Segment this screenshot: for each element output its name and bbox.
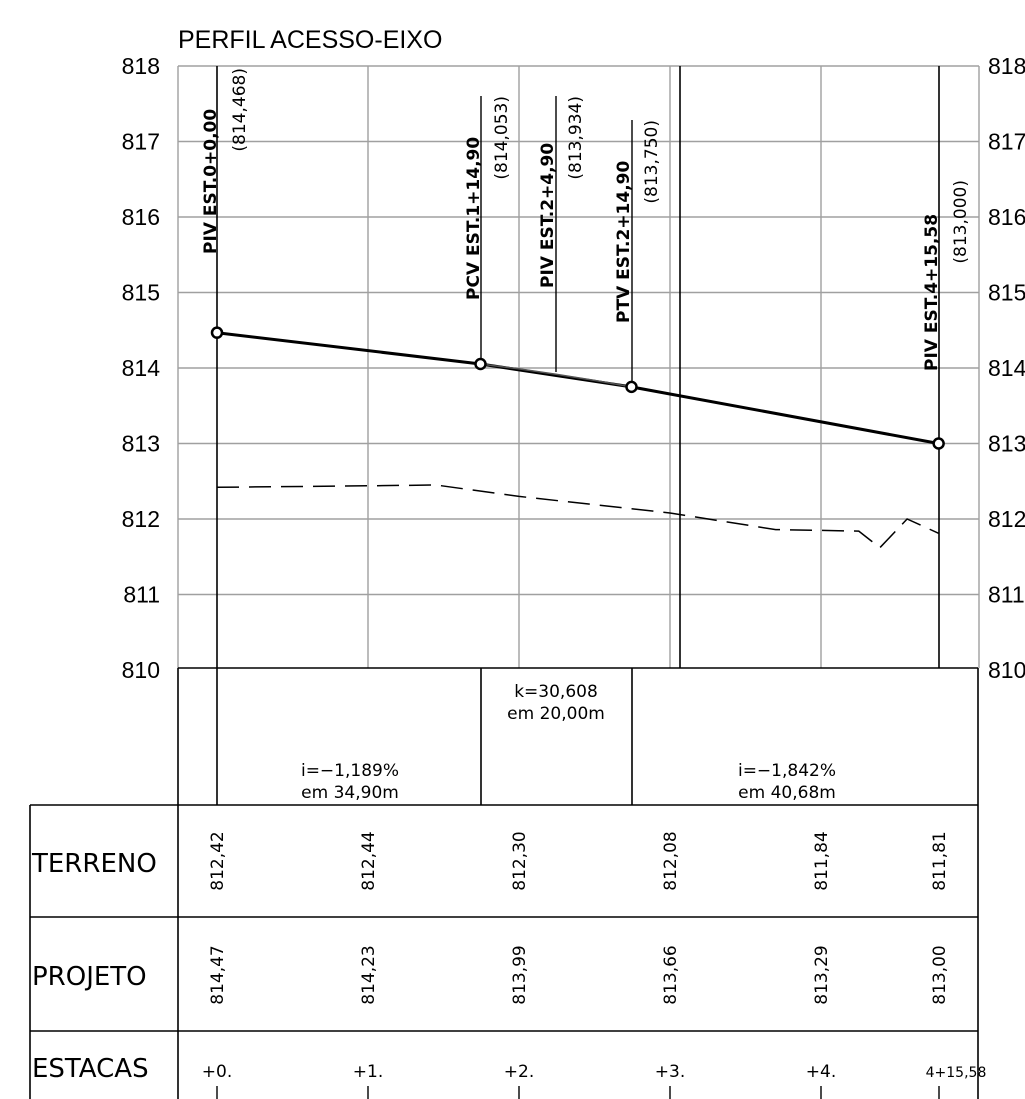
table-cell: 813,00 <box>930 945 950 1004</box>
station-label: +4. <box>806 1062 836 1082</box>
table-cell: 812,42 <box>208 831 228 890</box>
elevation-tick-label: 815 <box>122 280 160 306</box>
table-cell: 813,66 <box>661 945 681 1004</box>
right-tick-label: 818 <box>988 53 1025 79</box>
right-axis-labels: 818 817 816 815 814 813 812 811 810 <box>988 53 1025 683</box>
grade-slope-1: i=−1,189% <box>301 761 399 781</box>
right-tick-label: 816 <box>988 204 1025 230</box>
table-row-label: TERRENO <box>31 849 157 879</box>
table-row-label: PROJETO <box>32 962 147 992</box>
right-tick-label: 812 <box>988 506 1025 532</box>
right-tick-label: 814 <box>988 355 1025 381</box>
table-cell: 812,08 <box>661 831 681 890</box>
right-tick-label: 810 <box>988 657 1025 683</box>
vpi-elevation-label: (814,053) <box>492 96 512 180</box>
table-cell: 811,84 <box>812 831 832 890</box>
right-tick-label: 815 <box>988 280 1025 306</box>
vpi-elevation-label: (813,000) <box>951 180 971 264</box>
table-cell: 813,29 <box>812 945 832 1004</box>
elevation-tick-label: 814 <box>122 355 161 381</box>
curve-length: em 20,00m <box>507 704 605 724</box>
right-tick-label: 811 <box>988 582 1025 608</box>
curve-k: k=30,608 <box>514 682 598 702</box>
station-label: +0. <box>202 1062 232 1082</box>
table-cell: 811,81 <box>930 831 950 890</box>
elevation-tick-label: 811 <box>123 582 160 608</box>
table-cell: 813,99 <box>510 945 530 1004</box>
station-label: +1. <box>353 1062 383 1082</box>
elevation-grid <box>177 65 980 668</box>
vpi-station-label: PTV EST.2+14,90 <box>614 161 634 323</box>
vertical-point-marker <box>625 380 638 394</box>
vertical-point-labels: PIV EST.0+0,00 (814,468) PCV EST.1+14,90 (8… <box>201 68 971 371</box>
vpi-elevation-label: (814,468) <box>230 68 250 152</box>
table-cell: 814,47 <box>208 945 228 1004</box>
grade-length-1: em 34,90m <box>301 783 399 803</box>
vertical-point-marker <box>932 437 945 450</box>
drawing-title: PERFIL ACESSO-EIXO <box>178 26 442 54</box>
elevation-axis-labels: 818 817 816 815 814 813 812 811 810 <box>122 53 161 683</box>
elevation-tick-label: 813 <box>122 431 160 457</box>
elevation-tick-label: 810 <box>122 657 160 683</box>
vpi-station-label: PIV EST.4+15,58 <box>922 214 942 371</box>
vertical-point-marker <box>210 326 224 339</box>
elevation-tick-label: 812 <box>122 506 160 532</box>
vertical-point-marker <box>474 357 487 371</box>
grade-length-2: em 40,68m <box>738 783 836 803</box>
right-tick-label: 813 <box>988 431 1025 457</box>
vpi-station-label: PIV EST.0+0,00 <box>201 109 221 254</box>
station-label: +2. <box>504 1062 534 1082</box>
station-label: +3. <box>655 1062 685 1082</box>
vpi-elevation-label: (813,934) <box>566 96 586 180</box>
elevation-tick-label: 816 <box>122 204 160 230</box>
terrain-line <box>216 484 939 549</box>
table-cell: 812,44 <box>359 831 379 890</box>
vpi-station-label: PCV EST.1+14,90 <box>464 137 484 300</box>
grade-slope-2: i=−1,842% <box>738 761 836 781</box>
design-grade-line <box>216 331 939 445</box>
vertical-curve-line <box>480 363 632 388</box>
elevation-tick-label: 817 <box>122 129 160 155</box>
table-cell: 812,30 <box>510 831 530 890</box>
elevation-tick-label: 818 <box>122 53 160 79</box>
profile-series <box>210 326 945 549</box>
table-cell: 814,23 <box>359 945 379 1004</box>
right-tick-label: 817 <box>988 129 1025 155</box>
vpi-elevation-label: (813,750) <box>642 120 662 204</box>
station-label: 4+15,58 <box>926 1065 987 1081</box>
station-lines <box>216 66 940 805</box>
vpi-station-label: PIV EST.2+4,90 <box>538 143 558 288</box>
table-row-label: ESTACAS <box>32 1054 149 1084</box>
